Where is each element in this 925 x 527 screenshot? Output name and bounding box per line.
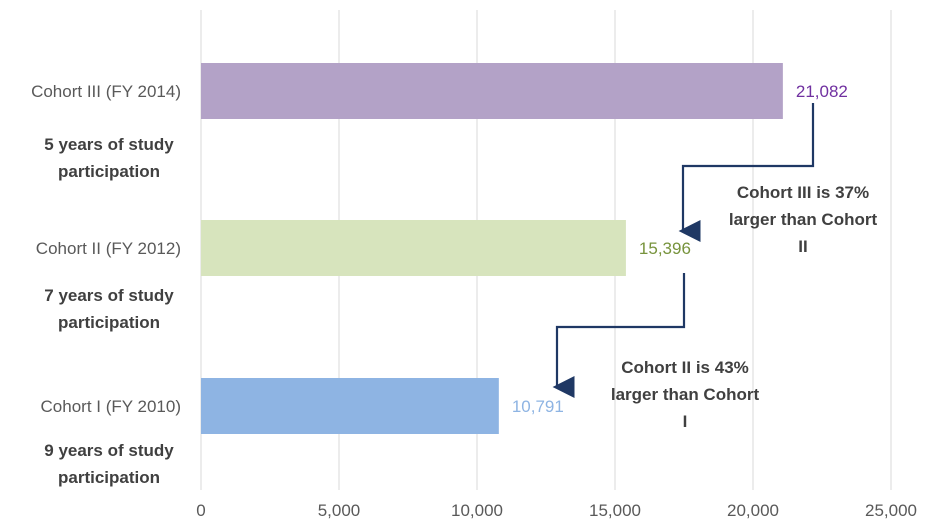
- category-label: Cohort II (FY 2012): [36, 239, 181, 258]
- notes-layer: 5 years of study participation 7 years of …: [44, 135, 877, 487]
- x-tick-label: 20,000: [727, 501, 779, 520]
- category-label: Cohort III (FY 2014): [31, 82, 181, 101]
- annotation-arrow: [678, 103, 815, 242]
- bar: [201, 63, 783, 119]
- arrows-layer: [552, 103, 815, 398]
- subcategory-note: 5 years of study participation: [44, 135, 174, 181]
- x-tick-label: 10,000: [451, 501, 503, 520]
- annotation-note: Cohort III is 37% larger than Cohort II: [729, 183, 878, 256]
- labels-layer: Cohort III (FY 2014) Cohort II (FY 2012) C…: [31, 82, 848, 416]
- value-label: 21,082: [796, 82, 848, 101]
- ticks-layer: 0 5,000 10,000 15,000 20,000 25,000: [196, 501, 917, 520]
- bars-layer: [201, 63, 783, 434]
- bar: [201, 378, 499, 434]
- value-label: 15,396: [639, 239, 691, 258]
- x-tick-label: 25,000: [865, 501, 917, 520]
- subcategory-note: 9 years of study participation: [44, 441, 174, 487]
- x-tick-label: 15,000: [589, 501, 641, 520]
- x-tick-label: 5,000: [318, 501, 361, 520]
- category-label: Cohort I (FY 2010): [41, 397, 181, 416]
- x-tick-label: 0: [196, 501, 205, 520]
- bar: [201, 220, 626, 276]
- subcategory-note: 7 years of study participation: [44, 286, 174, 332]
- annotation-arrow: [552, 273, 686, 398]
- annotation-note: Cohort II is 43% larger than Cohort I: [611, 358, 760, 431]
- value-label: 10,791: [512, 397, 564, 416]
